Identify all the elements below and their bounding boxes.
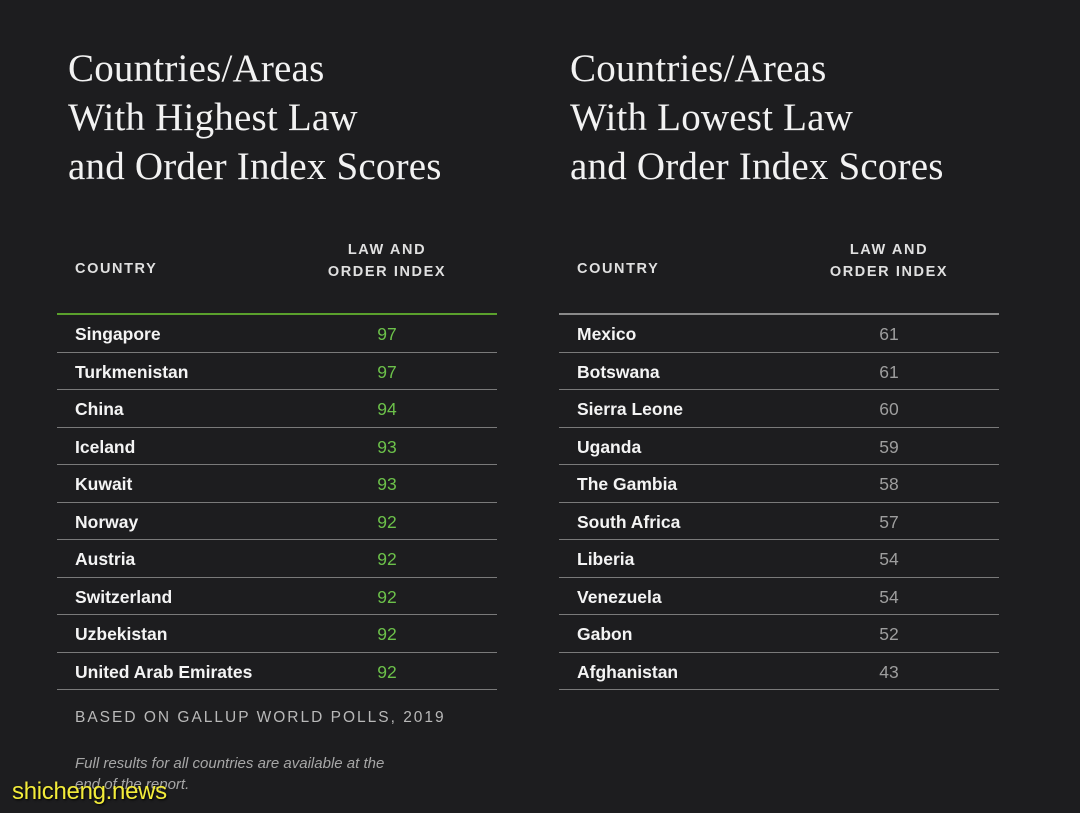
- title-line: Countries/Areas: [68, 47, 325, 90]
- table-header: COUNTRY LAW AND ORDER INDEX: [559, 240, 999, 315]
- table-row: Sierra Leone 60: [559, 390, 999, 428]
- table-row: Botswana 61: [559, 353, 999, 390]
- country-name: Turkmenistan: [75, 361, 189, 382]
- index-score: 92: [377, 661, 397, 682]
- table-row: Gabon 52: [559, 615, 999, 653]
- title-line: and Order Index Scores: [570, 145, 944, 188]
- country-name: Sierra Leone: [577, 399, 684, 419]
- index-score: 97: [377, 361, 397, 382]
- column-header-line: ORDER INDEX: [327, 264, 447, 280]
- country-name: Kuwait: [75, 474, 133, 494]
- index-score: 59: [879, 436, 899, 457]
- index-score: 43: [879, 661, 899, 682]
- country-name: Austria: [75, 549, 136, 569]
- table-row: Afghanistan 43: [559, 653, 999, 690]
- table-row: Turkmenistan 97: [57, 353, 497, 390]
- highest-scores-panel: Countries/Areas With Highest Law and Ord…: [57, 44, 497, 690]
- index-score: 94: [377, 399, 397, 419]
- country-name: United Arab Emirates: [75, 661, 253, 682]
- country-name: Switzerland: [75, 586, 173, 607]
- table-header: COUNTRY LAW AND ORDER INDEX: [57, 240, 497, 315]
- index-score: 93: [377, 436, 397, 457]
- column-header-index: LAW AND ORDER INDEX: [319, 239, 455, 283]
- country-name: Gabon: [577, 624, 633, 644]
- country-name: Uzbekistan: [75, 624, 168, 644]
- table-row: United Arab Emirates 92: [57, 653, 497, 690]
- source-caption: BASED ON GALLUP WORLD POLLS, 2019: [75, 709, 446, 726]
- column-header-line: LAW AND: [347, 242, 427, 258]
- table-row: Norway 92: [57, 503, 497, 540]
- index-score: 92: [377, 549, 397, 569]
- table-row: Liberia 54: [559, 540, 999, 578]
- index-score: 97: [377, 324, 397, 344]
- watermark: shicheng.news: [12, 778, 167, 805]
- table-row: The Gambia 58: [559, 465, 999, 503]
- index-score: 92: [377, 586, 397, 607]
- country-name: Venezuela: [577, 586, 662, 607]
- table-row: South Africa 57: [559, 503, 999, 540]
- table-row: Austria 92: [57, 540, 497, 578]
- column-header-line: ORDER INDEX: [829, 264, 949, 280]
- column-header-index: LAW AND ORDER INDEX: [821, 239, 957, 283]
- country-name: Norway: [75, 511, 139, 532]
- country-name: Iceland: [75, 436, 136, 457]
- title-line: With Highest Law: [68, 96, 358, 139]
- country-name: Botswana: [577, 361, 660, 382]
- lowest-scores-panel: Countries/Areas With Lowest Law and Orde…: [559, 44, 999, 690]
- country-name: Uganda: [577, 436, 642, 457]
- index-score: 52: [879, 624, 899, 644]
- title-line: Countries/Areas: [570, 47, 827, 90]
- lowest-scores-table: Mexico 61 Botswana 61 Sierra Leone 60 Ugand…: [559, 315, 999, 690]
- table-row: Mexico 61: [559, 315, 999, 353]
- index-score: 58: [879, 474, 899, 494]
- highest-scores-table: Singapore 97 Turkmenistan 97 China 94 Icela…: [57, 315, 497, 690]
- table-row: Iceland 93: [57, 428, 497, 465]
- table-row: Venezuela 54: [559, 578, 999, 615]
- table-row: Uzbekistan 92: [57, 615, 497, 653]
- table-row: Kuwait 93: [57, 465, 497, 503]
- title-line: and Order Index Scores: [68, 145, 442, 188]
- column-header-country: COUNTRY: [577, 261, 660, 277]
- country-name: Mexico: [577, 324, 637, 344]
- country-name: Singapore: [75, 324, 161, 344]
- table-row: China 94: [57, 390, 497, 428]
- index-score: 54: [879, 586, 899, 607]
- footnote: Full results for all countries are avail…: [75, 755, 385, 793]
- index-score: 60: [879, 399, 899, 419]
- index-score: 92: [377, 624, 397, 644]
- column-header-country: COUNTRY: [75, 261, 158, 277]
- table-row: Uganda 59: [559, 428, 999, 465]
- country-name: Liberia: [577, 549, 635, 569]
- index-score: 92: [377, 511, 397, 532]
- index-score: 93: [377, 474, 397, 494]
- index-score: 61: [879, 324, 899, 344]
- highest-scores-title: Countries/Areas With Highest Law and Ord…: [68, 44, 497, 191]
- country-name: The Gambia: [577, 474, 678, 494]
- column-header-line: LAW AND: [849, 242, 929, 258]
- country-name: South Africa: [577, 511, 681, 532]
- table-row: Singapore 97: [57, 315, 497, 353]
- country-name: Afghanistan: [577, 661, 679, 682]
- lowest-scores-title: Countries/Areas With Lowest Law and Orde…: [570, 44, 999, 191]
- index-score: 61: [879, 361, 899, 382]
- index-score: 54: [879, 549, 899, 569]
- title-line: With Lowest Law: [570, 96, 854, 139]
- country-name: China: [75, 399, 124, 419]
- table-row: Switzerland 92: [57, 578, 497, 615]
- index-score: 57: [879, 511, 899, 532]
